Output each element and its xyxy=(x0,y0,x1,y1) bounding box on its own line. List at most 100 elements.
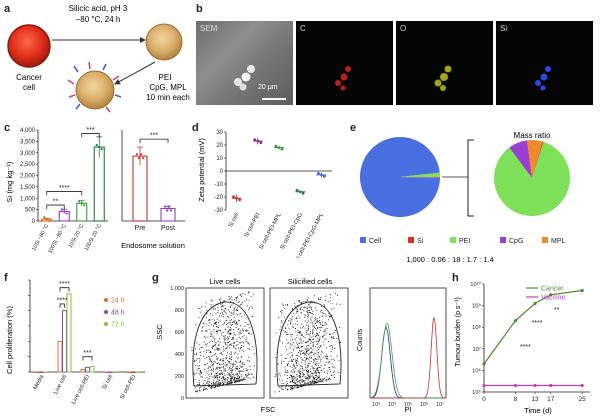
c-left-sig-3-line xyxy=(81,133,100,138)
g-panel-title-silicified: Silicified cells xyxy=(288,277,333,286)
f-legend-marker xyxy=(104,322,108,326)
d-point xyxy=(256,139,260,143)
e-big-slice xyxy=(400,177,440,178)
d-ytick-label: 0 xyxy=(220,169,224,175)
c-ylabel: Si (mg kg⁻¹) xyxy=(5,161,14,202)
c-left-ytick-label: 1,500 xyxy=(20,185,36,191)
c-right-point xyxy=(167,205,171,208)
e-bracket xyxy=(467,139,474,217)
c-left-plot: 0 500 1,000 1,500 2,000 2,500 3,000 3,500 4,000 1… xyxy=(20,127,108,255)
vaccine-particle-icon xyxy=(67,61,122,113)
g-hist-red xyxy=(370,317,446,399)
d-category-label: Si cell xyxy=(228,212,241,228)
step1-line2: −80 °C, 24 h xyxy=(76,15,121,24)
e-small-slice xyxy=(494,141,570,216)
panel-letter-d: d xyxy=(192,122,199,134)
c-left-ytick-label: 2,000 xyxy=(20,174,36,180)
e-ratio-text: 1,000 : 0.06 : 18 : 1.7 : 1.4 xyxy=(406,255,494,264)
h-ytick-label: 10⁷ xyxy=(472,346,481,353)
f-bar xyxy=(39,371,44,373)
c-right-point xyxy=(165,209,169,212)
f-bar xyxy=(62,310,67,373)
d-point xyxy=(295,188,299,192)
channel-label-si: Si xyxy=(500,24,508,33)
step2-line2: CpG, MPL xyxy=(149,83,187,92)
g-hist-ylabel: Counts xyxy=(357,328,364,351)
f-bar xyxy=(43,371,49,373)
e-legend-swatch xyxy=(542,237,548,243)
g-hist-xtick-label: 10⁵ xyxy=(404,401,412,408)
panel-letter-g: g xyxy=(152,272,159,284)
g-xlabel: FSC xyxy=(261,405,277,414)
e-title: Mass ratio xyxy=(514,131,551,140)
h-series-point xyxy=(533,301,537,306)
h-xtick-label: 25 xyxy=(579,396,587,403)
h-xtick-label: 17 xyxy=(547,396,555,403)
f-category-label: Si cell-PEI xyxy=(119,374,137,401)
c-left-point xyxy=(63,210,66,213)
c-left-point xyxy=(48,220,51,223)
sem-image: SEM 20 μm xyxy=(196,21,293,105)
e-big-slice-cell xyxy=(360,137,440,217)
h-xtick-label: 13 xyxy=(531,396,539,403)
chart-h: Tumour burden (p s⁻¹) Time (d) 10⁵ 10⁶ 10⁷… xyxy=(455,281,590,415)
edx-map-silicon: Si xyxy=(496,21,593,105)
chart-d: Zeta potential (mV) -30 -20 -10 0 10 20 30 Si c… xyxy=(197,130,332,258)
f-legend-marker xyxy=(104,298,108,302)
chart-f: Cell proliferation (%) Media Live cell Liv… xyxy=(5,279,145,405)
chart-e: Mass ratio Cell Si PEI CpG MPL 1,000 : 0.06 … xyxy=(360,131,570,264)
c-left-category-label: 100Si −80 °C xyxy=(47,223,68,255)
g-hist-xtick-label: 10⁷ xyxy=(436,401,444,408)
h-legend-label: Vaccine xyxy=(541,295,565,302)
d-ytick-label: -20 xyxy=(214,195,223,201)
e-legend-label: Cell xyxy=(369,238,382,245)
e-legend-label: MPL xyxy=(551,238,566,245)
f-bar xyxy=(85,366,90,373)
f-sig-3-label: *** xyxy=(83,350,91,357)
f-sig-2-line xyxy=(59,287,70,292)
f-bar xyxy=(135,371,141,373)
c-left-point xyxy=(95,143,98,147)
f-category-label: Live cell xyxy=(53,374,68,395)
h-ytick-label: 10⁶ xyxy=(472,367,481,374)
g-gate xyxy=(192,301,258,387)
c-left-category-label: 100Si 20 °C xyxy=(84,223,103,252)
c-left-ytick-label: 3,000 xyxy=(20,151,36,157)
panel-letter-a: a xyxy=(4,3,11,15)
d-point xyxy=(235,196,238,200)
g-ytick-label: 200 xyxy=(175,374,184,380)
h-xtick-label: 0 xyxy=(482,396,486,403)
cancer-cell-icon xyxy=(7,24,51,68)
h-series-point xyxy=(549,383,553,388)
g-panel-title-live: Live cells xyxy=(210,277,241,286)
g-ytick-label: 0 xyxy=(181,396,184,402)
c-right-xlabel: Endosome solution xyxy=(121,241,185,250)
d-ytick-label: -30 xyxy=(214,208,223,214)
panel-letter-h: h xyxy=(452,272,459,284)
sem-label: SEM xyxy=(200,24,218,33)
h-series-point xyxy=(513,383,518,388)
f-sig-1-label: **** xyxy=(57,297,68,304)
c-right-category-label: Post xyxy=(161,225,175,232)
h-ytick-label: 10⁹ xyxy=(472,303,481,310)
h-series-point xyxy=(482,383,486,388)
e-legend-swatch xyxy=(360,237,366,243)
g-scatter-plots: 0 200 400 600 800 1,000 xyxy=(170,286,349,402)
h-series-point xyxy=(580,383,584,388)
d-ytick-label: 20 xyxy=(216,143,223,149)
e-legend-swatch xyxy=(500,237,506,243)
g-ylabel: SSC xyxy=(155,324,164,340)
d-point xyxy=(298,190,302,194)
c-left-ytick-label: 1,000 xyxy=(20,196,36,202)
step1-line1: Silicic acid, pH 3 xyxy=(69,4,128,13)
c-left-point xyxy=(45,218,48,221)
d-category-label: Si cell-PEI xyxy=(244,212,262,239)
panel-letter-c: c xyxy=(4,122,11,134)
c-left-ytick-label: 4,000 xyxy=(20,128,36,134)
d-ylabel: Zeta potential (mV) xyxy=(197,138,206,202)
channel-label-c: C xyxy=(300,24,306,33)
f-bar xyxy=(103,371,109,373)
c-left-ytick-label: 0 xyxy=(32,219,36,225)
d-point xyxy=(301,191,305,195)
